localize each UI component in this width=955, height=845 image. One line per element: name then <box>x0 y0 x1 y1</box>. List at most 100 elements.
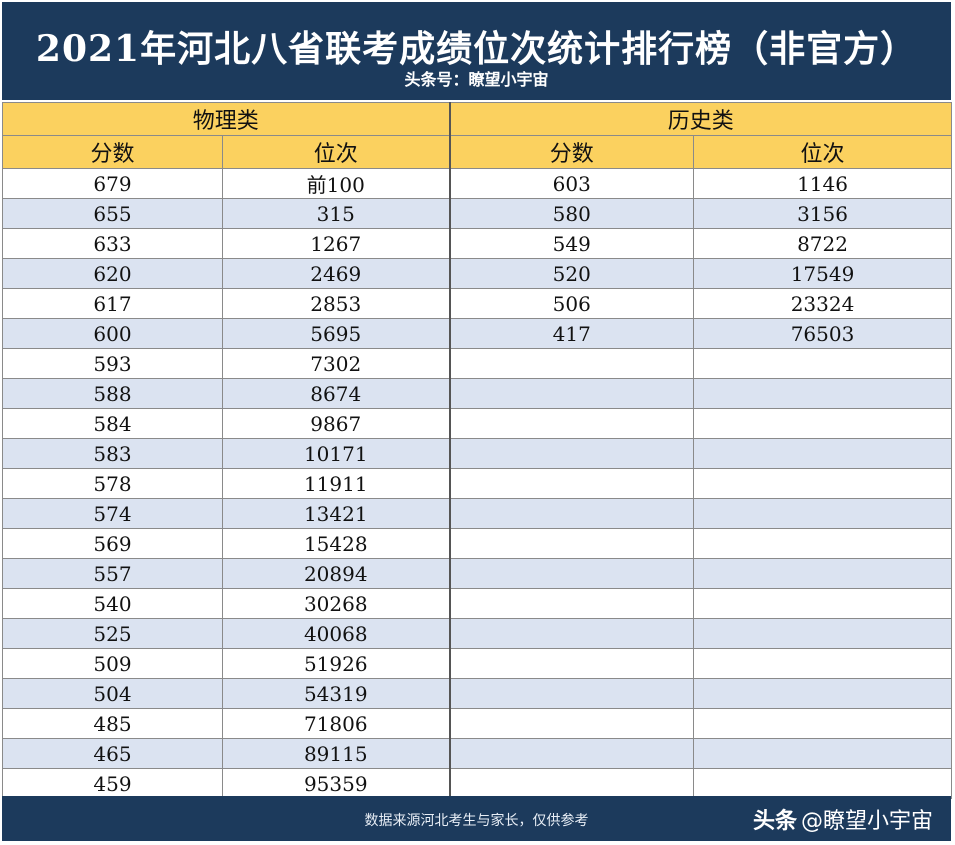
table-row: 617 2853 506 23324 <box>2 288 953 319</box>
table-row: 633 1267 549 8722 <box>2 228 953 259</box>
history-score-cell: 603 <box>448 168 695 199</box>
history-rank-cell: 17549 <box>693 258 953 289</box>
physics-score-cell: 574 <box>2 498 223 529</box>
history-score-cell <box>448 558 695 589</box>
physics-rank-cell: 8674 <box>221 378 451 409</box>
history-score-cell: 549 <box>448 228 695 259</box>
table-row: 509 51926 <box>2 648 953 679</box>
physics-rank-cell: 5695 <box>221 318 451 349</box>
history-rank-cell: 23324 <box>693 288 953 319</box>
history-score-cell <box>448 648 695 679</box>
physics-rank-cell: 30268 <box>221 588 451 619</box>
history-rank-cell <box>693 738 953 769</box>
column-header-row: 分数 位次 分数 位次 <box>2 135 953 169</box>
table-row: 679 前100 603 1146 <box>2 168 953 199</box>
history-rank-cell <box>693 438 953 469</box>
history-score-cell: 506 <box>448 288 695 319</box>
history-rank-cell: 1146 <box>693 168 953 199</box>
table-row: 584 9867 <box>2 408 953 439</box>
physics-group-header: 物理类 <box>1 102 451 136</box>
page-subtitle: 头条号：瞭望小宇宙 <box>404 70 549 89</box>
history-rank-cell <box>693 348 953 379</box>
physics-score-cell: 584 <box>2 408 223 439</box>
physics-rank-cell: 2469 <box>221 258 451 289</box>
physics-score-cell: 588 <box>2 378 223 409</box>
table-row: 578 11911 <box>2 468 953 499</box>
table-row: 525 40068 <box>2 618 953 649</box>
physics-score-cell: 633 <box>2 228 223 259</box>
table-row: 485 71806 <box>2 708 953 739</box>
physics-score-cell: 557 <box>2 558 223 589</box>
physics-rank-cell: 1267 <box>221 228 451 259</box>
history-score-cell <box>448 408 695 439</box>
physics-rank-cell: 10171 <box>221 438 451 469</box>
physics-rank-cell: 71806 <box>221 708 451 739</box>
history-score-cell <box>448 348 695 379</box>
history-rank-cell <box>693 378 953 409</box>
history-score-cell <box>448 498 695 529</box>
history-score-cell <box>448 438 695 469</box>
title-banner: 2021年河北八省联考成绩位次统计排行榜（非官方） 头条号：瞭望小宇宙 <box>2 2 951 100</box>
table-row: 465 89115 <box>2 738 953 769</box>
table-row: 540 30268 <box>2 588 953 619</box>
history-rank-cell <box>693 498 953 529</box>
physics-score-cell: 465 <box>2 738 223 769</box>
table-row: 504 54319 <box>2 678 953 709</box>
physics-rank-cell: 54319 <box>221 678 451 709</box>
physics-rank-cell: 95359 <box>221 768 451 799</box>
physics-rank-cell: 40068 <box>221 618 451 649</box>
ranking-table: 物理类 历史类 分数 位次 分数 位次 679 前100 603 1146 655 315… <box>1 102 953 799</box>
history-rank-cell <box>693 588 953 619</box>
history-rank-cell <box>693 768 953 799</box>
history-rank-cell <box>693 468 953 499</box>
table-row: 593 7302 <box>2 348 953 379</box>
physics-score-cell: 617 <box>2 288 223 319</box>
data-source-note: 数据来源河北考生与家长，仅供参考 <box>364 813 589 829</box>
history-score-cell <box>448 468 695 499</box>
physics-rank-cell: 7302 <box>221 348 451 379</box>
table-row: 588 8674 <box>2 378 953 409</box>
history-score-cell <box>448 768 695 799</box>
physics-score-cell: 525 <box>2 618 223 649</box>
history-score-cell: 417 <box>448 318 695 349</box>
history-score-cell <box>448 618 695 649</box>
physics-score-header: 分数 <box>2 135 223 169</box>
physics-rank-cell: 11911 <box>221 468 451 499</box>
physics-rank-cell: 315 <box>221 198 451 229</box>
watermark-handle: @瞭望小宇宙 <box>800 809 933 834</box>
history-rank-cell <box>693 618 953 649</box>
group-header-row: 物理类 历史类 <box>1 102 953 136</box>
physics-score-cell: 485 <box>2 708 223 739</box>
table-row: 655 315 580 3156 <box>2 198 953 229</box>
physics-rank-cell: 15428 <box>221 528 451 559</box>
physics-rank-cell: 9867 <box>221 408 451 439</box>
history-score-cell <box>448 378 695 409</box>
table-row: 569 15428 <box>2 528 953 559</box>
history-rank-cell: 3156 <box>693 198 953 229</box>
history-score-header: 分数 <box>448 135 695 169</box>
history-score-cell: 580 <box>448 198 695 229</box>
history-rank-cell <box>693 408 953 439</box>
physics-rank-cell: 前100 <box>221 168 451 199</box>
physics-score-cell: 600 <box>2 318 223 349</box>
table-row: 557 20894 <box>2 558 953 589</box>
history-group-header: 历史类 <box>448 102 953 136</box>
table-row: 574 13421 <box>2 498 953 529</box>
physics-score-cell: 655 <box>2 198 223 229</box>
physics-rank-cell: 51926 <box>221 648 451 679</box>
history-score-cell <box>448 678 695 709</box>
physics-score-cell: 504 <box>2 678 223 709</box>
physics-rank-cell: 13421 <box>221 498 451 529</box>
history-rank-header: 位次 <box>693 135 953 169</box>
physics-score-cell: 540 <box>2 588 223 619</box>
history-rank-cell <box>693 528 953 559</box>
physics-score-cell: 620 <box>2 258 223 289</box>
physics-score-cell: 583 <box>2 438 223 469</box>
physics-score-cell: 578 <box>2 468 223 499</box>
history-score-cell: 520 <box>448 258 695 289</box>
history-score-cell <box>448 528 695 559</box>
watermark: 头条 @瞭望小宇宙 <box>753 803 933 835</box>
table-row: 459 95359 <box>2 768 953 799</box>
physics-score-cell: 509 <box>2 648 223 679</box>
